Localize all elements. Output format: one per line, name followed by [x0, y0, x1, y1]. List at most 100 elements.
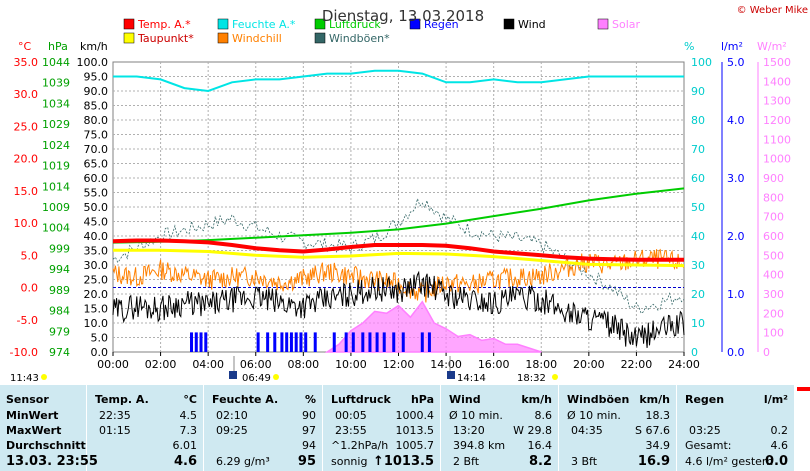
pct-tick-label: 60 [691, 172, 705, 185]
solar-tick-label: 1400 [763, 75, 791, 88]
kmh-tick-label: 65.0 [84, 158, 109, 171]
copyright-label[interactable]: © Weber Mike [737, 5, 808, 16]
wind-distance: 394.8 km [453, 439, 506, 452]
kmh-tick-label: 70.0 [84, 143, 109, 156]
temp-tick-label: 35.0 [14, 56, 39, 69]
avg-row-label: Durchschnitt [6, 439, 86, 452]
solar-tick-label: 0 [763, 346, 770, 359]
temp-current: 4.6 [173, 454, 197, 469]
rain-tick-label: 2.0 [727, 230, 745, 243]
noon-time: 14:14 [457, 373, 486, 384]
sunset-icon [552, 374, 558, 380]
pressure-trend: ^1.2hPa/h [331, 439, 389, 452]
pressure-min-time: 00:05 [335, 409, 367, 422]
legend-swatch [123, 18, 135, 30]
pct-tick-label: 80 [691, 114, 705, 127]
rain-bar [401, 332, 405, 352]
rain-tick-label: 4.0 [727, 114, 745, 127]
unit-rain: l/m² [721, 40, 743, 53]
kmh-tick-label: 80.0 [84, 114, 109, 127]
kmh-tick-label: 95.0 [84, 71, 109, 84]
noon-icon [447, 371, 455, 379]
humidity-absolute: 6.29 g/m³ [216, 455, 270, 468]
rain-bar [361, 332, 365, 352]
pct-tick-label: 20 [691, 288, 705, 301]
rain-bar [256, 332, 260, 352]
solar-tick-label: 700 [763, 211, 784, 224]
gust-max-value: S 67.6 [635, 424, 670, 437]
kmh-tick-label: 75.0 [84, 129, 109, 142]
solar-tick-label: 200 [763, 307, 784, 320]
legend-swatch [217, 18, 229, 30]
kmh-tick-label: 90.0 [84, 85, 109, 98]
solar-tick-label: 500 [763, 249, 784, 262]
kmh-tick-label: 85.0 [84, 100, 109, 113]
kmh-tick-label: 25.0 [84, 274, 109, 287]
temp-tick-label: 5.0 [21, 249, 39, 262]
gust-max-time: 04:35 [571, 424, 603, 437]
kmh-tick-label: 20.0 [84, 288, 109, 301]
legend-label: Feuchte A.* [232, 18, 296, 31]
unit-hpa: hPa [48, 40, 68, 53]
sunrise-icon [229, 371, 237, 379]
legend-label: Taupunkt* [137, 32, 194, 45]
sensor-title: Sensor [6, 393, 49, 406]
hpa-tick-label: 1019 [42, 160, 70, 173]
solar-tick-label: 1300 [763, 95, 791, 108]
legend-label: Regen [424, 18, 459, 31]
legend-label: Windböen* [329, 32, 390, 45]
stats-table: Sensor MinWert MaxWert Durchschnitt 13.0… [0, 385, 810, 471]
rain-bar [382, 332, 386, 352]
kmh-tick-label: 35.0 [84, 245, 109, 258]
rain-bar [375, 332, 379, 352]
hpa-tick-label: 999 [49, 242, 70, 255]
solar-area [324, 300, 542, 353]
legend-label: Wind [518, 18, 546, 31]
legend-label: Luftdruck [329, 18, 381, 31]
pct-tick-label: 90 [691, 85, 705, 98]
kmh-tick-label: 100.0 [77, 56, 109, 69]
sun-moon-markers: 11:43 06:49 14:14 18:32 [10, 356, 558, 384]
temp-column: Temp. A. °C 22:35 4.5 01:15 7.3 6.01 4.6 [87, 385, 204, 471]
right-axes: 10090807060504030201005.04.03.02.01.00.0… [691, 56, 791, 359]
unit-celsius: °C [18, 40, 32, 53]
weather-chart: 35.030.025.020.015.010.05.00.0-5.0-10.01… [10, 5, 808, 384]
rain-bar [294, 332, 298, 352]
current-datetime: 13.03. 23:55 [6, 454, 98, 469]
pct-tick-label: 70 [691, 143, 705, 156]
gust-avg: 34.9 [645, 439, 671, 452]
rain-bar [289, 332, 293, 352]
hpa-tick-label: 1039 [42, 77, 70, 90]
rain-tick-label: 1.0 [727, 288, 745, 301]
rain-bar [344, 332, 348, 352]
rain-bar [420, 332, 424, 352]
rain-unit: l/m² [763, 393, 788, 406]
rain-tick-label: 0.0 [727, 346, 745, 359]
solar-tick-label: 1200 [763, 114, 791, 127]
humidity-current: 95 [297, 454, 316, 469]
pct-tick-label: 40 [691, 230, 705, 243]
hpa-tick-label: 1004 [42, 222, 70, 235]
temp-tick-label: 10.0 [14, 217, 39, 230]
kmh-tick-label: 5.0 [91, 332, 109, 345]
rain-bar [427, 332, 431, 352]
temp-tick-label: 25.0 [14, 120, 39, 133]
left-axes: 35.030.025.020.015.010.05.00.0-5.0-10.01… [10, 56, 108, 359]
hpa-tick-label: 984 [49, 305, 70, 318]
pct-tick-label: 50 [691, 201, 705, 214]
hpa-tick-label: 1014 [42, 180, 70, 193]
humidity-column: Feuchte A. % 02:10 90 09:25 97 94 6.29 g… [204, 385, 323, 471]
hpa-tick-label: 1009 [42, 201, 70, 214]
rain-tick-label: 3.0 [727, 172, 745, 185]
dewpoint-line [113, 248, 685, 268]
rain-bar [392, 332, 396, 352]
hpa-tick-label: 1024 [42, 139, 70, 152]
wind-avg: 16.4 [527, 439, 553, 452]
humidity-min-time: 02:10 [216, 409, 248, 422]
time-tick-label: 04:00 [192, 358, 224, 371]
gust-unit: km/h [639, 393, 670, 406]
rain-bar [199, 332, 203, 352]
kmh-tick-label: 0.0 [91, 346, 109, 359]
hpa-tick-label: 974 [49, 346, 70, 359]
wind-max-value: W 29.8 [513, 424, 552, 437]
